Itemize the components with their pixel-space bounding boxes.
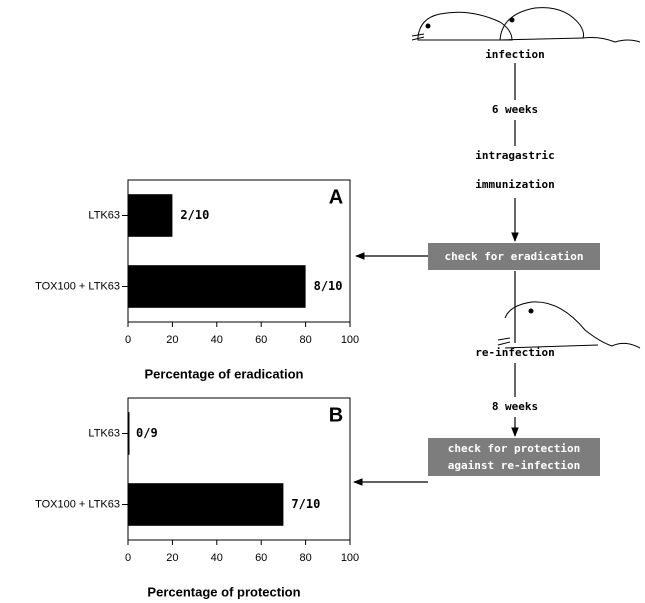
panel-label: A bbox=[329, 186, 343, 208]
x-tick-label: 100 bbox=[341, 334, 359, 346]
x-tick-label: 100 bbox=[341, 552, 359, 564]
panel-label: B bbox=[329, 404, 343, 426]
x-tick-label: 80 bbox=[299, 334, 311, 346]
x-tick-label: 0 bbox=[125, 552, 131, 564]
y-tick-label: TOX100 + LTK63 bbox=[35, 280, 120, 292]
bar bbox=[128, 412, 130, 455]
value-label: 8/10 bbox=[314, 279, 343, 293]
diagram-label: re-infection bbox=[475, 346, 554, 359]
x-tick-label: 60 bbox=[255, 334, 267, 346]
y-tick-label: LTK63 bbox=[88, 427, 120, 439]
diagram-label: immunization bbox=[475, 178, 554, 191]
diagram-label: intragastric bbox=[475, 149, 554, 162]
value-label: 0/9 bbox=[136, 426, 158, 440]
bar bbox=[128, 483, 283, 526]
x-tick-label: 20 bbox=[166, 334, 178, 346]
y-tick-label: TOX100 + LTK63 bbox=[35, 498, 120, 510]
x-axis-label: Percentage of protection bbox=[147, 584, 300, 599]
x-tick-label: 20 bbox=[166, 552, 178, 564]
bar bbox=[128, 194, 172, 237]
diagram-label: infection bbox=[485, 48, 545, 61]
y-tick-label: LTK63 bbox=[88, 209, 120, 221]
box-label: against re-infection bbox=[448, 459, 580, 472]
x-axis-label: Percentage of eradication bbox=[145, 366, 304, 381]
diagram-label: 6 weeks bbox=[492, 103, 538, 116]
box-label: check for protection bbox=[448, 442, 580, 455]
box-label: check for eradication bbox=[444, 250, 583, 263]
bar bbox=[128, 265, 306, 308]
value-label: 2/10 bbox=[180, 208, 209, 222]
x-tick-label: 40 bbox=[211, 334, 223, 346]
value-label: 7/10 bbox=[291, 497, 320, 511]
figure: infection 6 weeks intragastric immunizat… bbox=[0, 0, 645, 603]
x-tick-label: 60 bbox=[255, 552, 267, 564]
x-tick-label: 0 bbox=[125, 334, 131, 346]
flow-lines bbox=[354, 63, 515, 482]
x-tick-label: 40 bbox=[211, 552, 223, 564]
x-tick-label: 80 bbox=[299, 552, 311, 564]
diagram-label: 8 weeks bbox=[492, 400, 538, 413]
